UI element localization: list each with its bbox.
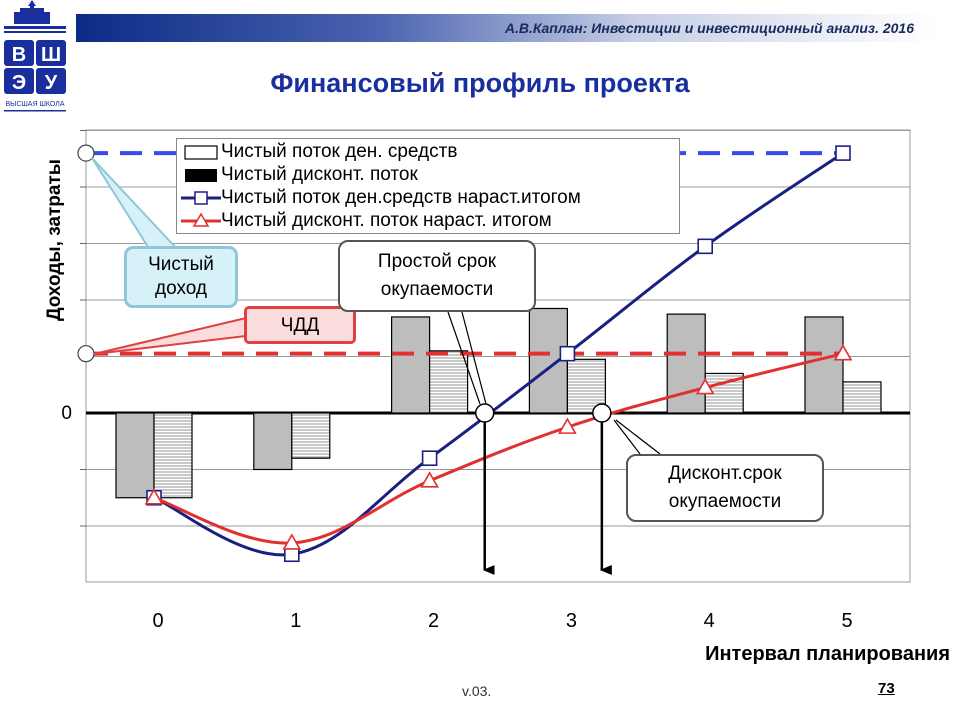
square-marker xyxy=(835,145,851,161)
triangle-marker xyxy=(558,417,577,434)
x-axis-label: Интервал планирования xyxy=(705,643,950,665)
callout-npv: ЧДД xyxy=(244,306,356,344)
callout-pointer xyxy=(447,311,481,405)
university-logo: В Ш Э У ВЫСШАЯ ШКОЛА xyxy=(0,0,76,118)
callout-pointer xyxy=(93,316,247,355)
cumulative-cashflow-line xyxy=(153,151,844,557)
y-axis-label: Доходы, затраты xyxy=(44,159,65,321)
bar-discounted-flow xyxy=(153,412,193,499)
svg-text:Ш: Ш xyxy=(41,44,61,66)
square-marker xyxy=(697,238,714,255)
legend-item-cumulative-discounted: Чистый дисконт. поток нараст. итогом xyxy=(181,210,552,232)
bar-discounted-flow xyxy=(842,381,882,414)
x-tick-label: 4 xyxy=(704,610,715,632)
legend-swatch-red-line xyxy=(181,212,221,227)
bar-net-cashflow xyxy=(115,412,155,499)
callout-line: окупаемости xyxy=(380,279,494,300)
bar-net-cashflow xyxy=(666,313,706,414)
legend-swatch-black-bar xyxy=(185,169,217,182)
bar-net-cashflow xyxy=(253,412,293,471)
callout-line: Простой срок xyxy=(377,251,497,272)
logo-letters xyxy=(4,40,66,94)
chart-legend: Чистый поток ден. средств Чистый дисконт… xyxy=(176,138,680,234)
x-tick-label: 0 xyxy=(152,610,163,632)
page-number: 73 xyxy=(878,680,895,697)
bar-discounted-flow xyxy=(429,350,469,414)
callout-net-income: Чистый доход xyxy=(124,246,238,308)
legend-label: Чистый дисконт. поток xyxy=(221,164,418,185)
payback-circle-marker xyxy=(474,403,495,423)
bar-discounted-flow xyxy=(291,412,331,459)
callout-line: доход xyxy=(155,278,207,299)
legend-item-net-cashflow: Чистый поток ден. средств xyxy=(181,141,457,163)
triangle-marker xyxy=(144,488,164,505)
legend-label: Чистый поток ден. средств xyxy=(221,141,458,162)
author-line: А.В.Каплан: Инвестиции и инвестиционный … xyxy=(504,20,914,36)
header-bar: А.В.Каплан: Инвестиции и инвестиционный … xyxy=(76,14,938,42)
legend-label: Чистый поток ден.средств нараст.итогом xyxy=(221,187,581,208)
annotation-arrows xyxy=(91,157,661,575)
callout-pointer xyxy=(91,157,181,251)
callout-pointer xyxy=(613,419,641,455)
reference-circle-marker xyxy=(77,345,95,363)
legend-item-discounted-flow: Чистый дисконт. поток xyxy=(181,164,418,186)
square-marker xyxy=(421,450,438,467)
legend-swatch-blue-line xyxy=(181,191,221,205)
callout-line: ЧДД xyxy=(280,315,320,336)
bar-net-cashflow xyxy=(804,316,844,414)
x-tick-label: 3 xyxy=(566,610,577,632)
callout-pointer xyxy=(461,311,487,405)
square-marker xyxy=(559,345,576,362)
legend-item-cumulative-flow: Чистый поток ден.средств нараст.итогом xyxy=(181,187,581,209)
x-tick-label: 1 xyxy=(290,610,301,632)
triangle-marker xyxy=(420,471,439,488)
svg-text:ВЫСШАЯ ШКОЛА: ВЫСШАЯ ШКОЛА xyxy=(5,101,64,108)
callout-line: Дисконт.срок xyxy=(668,463,782,484)
bar-net-cashflow xyxy=(391,316,431,414)
version-label: v.03. xyxy=(462,683,492,699)
svg-text:В: В xyxy=(12,44,26,66)
callout-discounted-payback: Дисконт.срок окупаемости xyxy=(626,454,824,522)
callout-line: Чистый xyxy=(148,254,214,275)
triangle-marker xyxy=(833,344,853,361)
payback-circle-marker xyxy=(592,403,612,423)
building-icon xyxy=(14,0,50,24)
triangle-marker xyxy=(282,533,302,550)
svg-text:Э: Э xyxy=(12,72,26,94)
svg-text:У: У xyxy=(45,72,58,94)
reference-circle-marker xyxy=(77,144,95,162)
bars xyxy=(115,307,882,499)
cumulative-lines xyxy=(144,145,853,563)
x-tick-label: 2 xyxy=(428,610,439,632)
legend-label: Чистый дисконт. поток нараст. итогом xyxy=(221,210,552,231)
slide-title: Финансовый профиль проекта xyxy=(270,68,690,98)
callout-pointer xyxy=(615,419,661,455)
x-tick-label: 5 xyxy=(841,610,852,632)
x-tick-labels: 0 1 2 3 4 5 xyxy=(152,610,852,632)
callout-simple-payback: Простой срок окупаемости xyxy=(338,240,536,312)
triangle-marker xyxy=(695,377,715,395)
cumulative-discounted-line xyxy=(153,352,844,545)
callout-line: окупаемости xyxy=(668,491,782,512)
legend-swatch-gray-bar xyxy=(184,145,218,160)
zero-tick-label: 0 xyxy=(61,403,72,424)
